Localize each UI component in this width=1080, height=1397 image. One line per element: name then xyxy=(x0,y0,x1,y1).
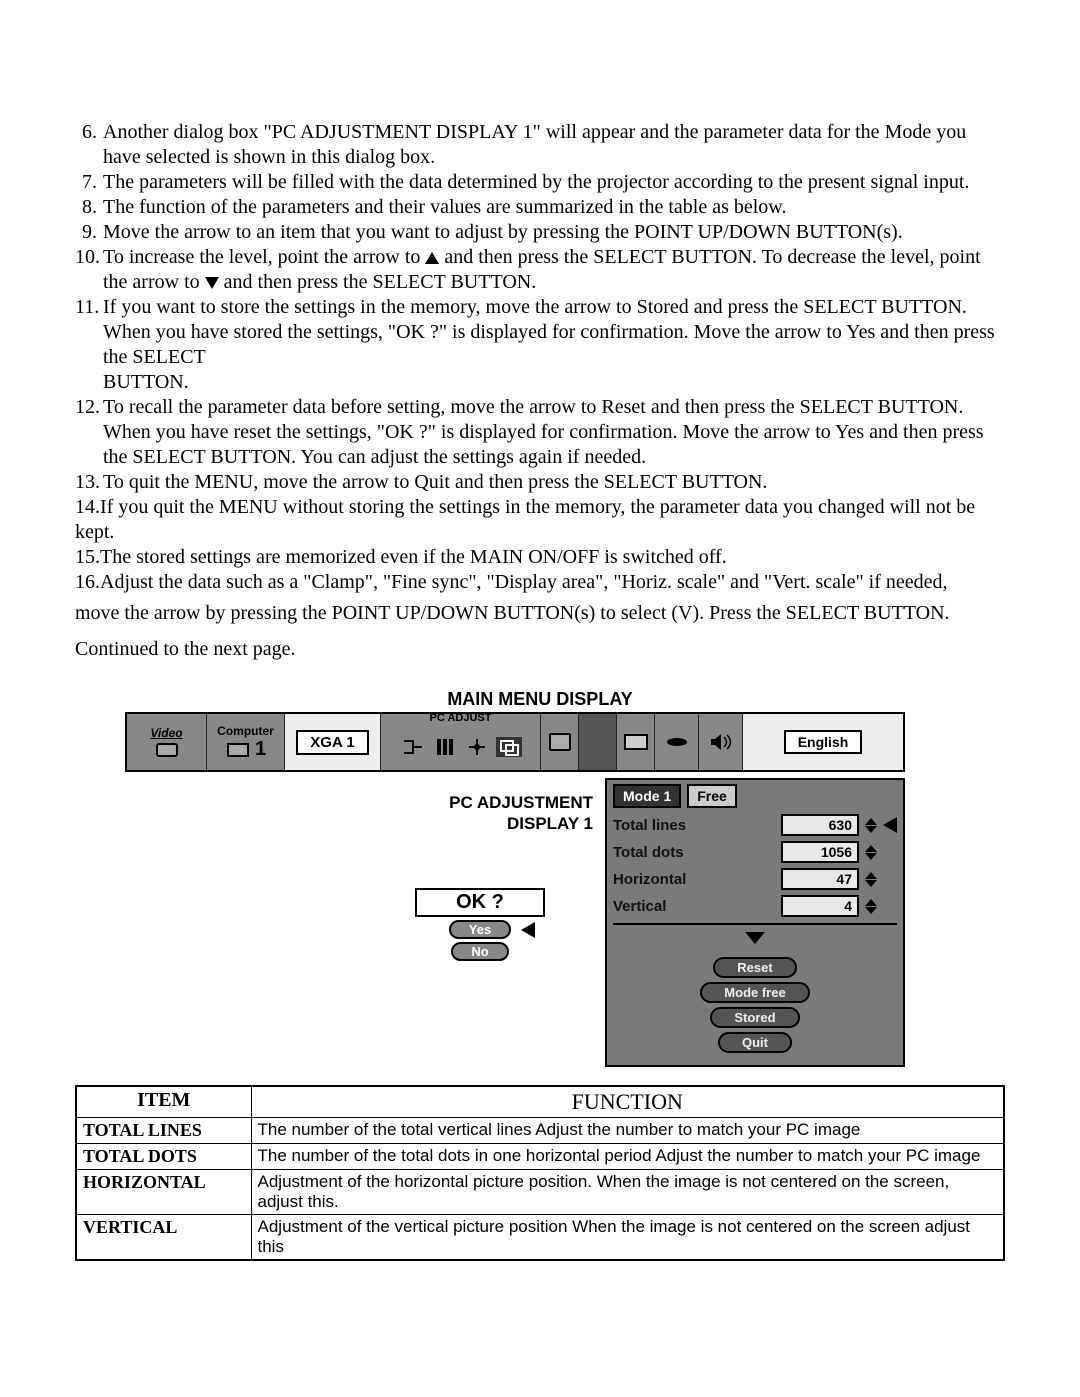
fn-item: TOTAL LINES xyxy=(76,1118,251,1144)
cursor-arrow-icon xyxy=(883,817,897,833)
instruction-row: 12.To recall the parameter data before s… xyxy=(75,395,1005,470)
ok-yes-button[interactable]: Yes xyxy=(449,920,511,939)
menu-caption: MAIN MENU DISPLAY xyxy=(75,689,1005,710)
instructions-list: 6.Another dialog box "PC ADJUSTMENT DISP… xyxy=(75,120,1005,626)
panel-reset-button[interactable]: Reset xyxy=(713,957,796,978)
instruction-row: 6.Another dialog box "PC ADJUSTMENT DISP… xyxy=(75,120,1005,170)
fn-row: VERTICALAdjustment of the vertical pictu… xyxy=(76,1215,1004,1261)
pcadjust-icon-1[interactable] xyxy=(400,737,426,757)
instruction-row: 14.If you quit the MENU without storing … xyxy=(75,495,1005,545)
menu-video[interactable]: Video xyxy=(127,714,207,770)
panel-param-row: Horizontal 47 xyxy=(613,868,897,890)
param-spinner[interactable] xyxy=(865,872,877,887)
fn-header-item: ITEM xyxy=(76,1086,251,1118)
pcadjust-icon-2[interactable] xyxy=(432,737,458,757)
pcadjust-icon-3[interactable] xyxy=(464,737,490,757)
fn-row: TOTAL DOTSThe number of the total dots i… xyxy=(76,1144,1004,1170)
menu-pcadjust-group: PC ADJUST xyxy=(381,714,541,770)
down-triangle-icon xyxy=(205,277,219,289)
video-icon xyxy=(154,740,180,760)
ok-confirm-dialog: OK ? Yes No xyxy=(415,888,545,964)
instruction-row: move the arrow by pressing the POINT UP/… xyxy=(75,601,1005,626)
panel-divider xyxy=(613,923,897,925)
panel-quit-button[interactable]: Quit xyxy=(718,1032,792,1053)
menu-blank-1 xyxy=(579,714,617,770)
up-triangle-icon xyxy=(425,252,439,264)
fn-row: HORIZONTALAdjustment of the horizontal p… xyxy=(76,1170,1004,1215)
fn-desc: The number of the total dots in one hori… xyxy=(251,1144,1004,1170)
panel-mode free-button[interactable]: Mode free xyxy=(700,982,809,1003)
continued-note: Continued to the next page. xyxy=(75,638,1005,661)
menu-screen2-icon[interactable] xyxy=(617,714,655,770)
fn-item: HORIZONTAL xyxy=(76,1170,251,1215)
param-value: 630 xyxy=(781,814,859,836)
panel-param-row: Vertical 4 xyxy=(613,895,897,917)
osd-mockup: Video Computer 1 XGA 1 PC ADJUST English xyxy=(125,712,905,1067)
param-spinner[interactable] xyxy=(865,818,877,833)
instruction-row: 11.If you want to store the settings in … xyxy=(75,295,1005,370)
menu-lamp-icon[interactable] xyxy=(655,714,699,770)
instruction-row: 13.To quit the MENU, move the arrow to Q… xyxy=(75,470,1005,495)
fn-row: TOTAL LINESThe number of the total verti… xyxy=(76,1118,1004,1144)
speaker-icon xyxy=(708,732,734,752)
param-value: 1056 xyxy=(781,841,859,863)
fn-item: TOTAL DOTS xyxy=(76,1144,251,1170)
panel-param-row: Total dots 1056 xyxy=(613,841,897,863)
function-table: ITEM FUNCTION TOTAL LINESThe number of t… xyxy=(75,1085,1005,1261)
panel-mode-tag: Mode 1 xyxy=(613,784,681,808)
param-value: 47 xyxy=(781,868,859,890)
param-label: Total lines xyxy=(613,817,775,834)
param-label: Horizontal xyxy=(613,871,775,888)
param-value: 4 xyxy=(781,895,859,917)
fn-item: VERTICAL xyxy=(76,1215,251,1261)
menu-mode-pill[interactable]: XGA 1 xyxy=(285,714,381,770)
panel-scroll-down-icon[interactable] xyxy=(613,931,897,949)
ok-title: OK ? xyxy=(415,888,545,917)
instruction-row: 7.The parameters will be filled with the… xyxy=(75,170,1005,195)
param-label: Total dots xyxy=(613,844,775,861)
pcadjust-panel: Mode 1 Free Total lines 630 Total dots 1056… xyxy=(605,778,905,1067)
fn-desc: The number of the total vertical lines A… xyxy=(251,1118,1004,1144)
ok-cursor-arrow-icon xyxy=(521,922,535,938)
menu-computer[interactable]: Computer 1 xyxy=(207,714,285,770)
instruction-row: BUTTON. xyxy=(75,370,1005,395)
pcadjust-icon-4[interactable] xyxy=(496,737,522,757)
instruction-row: 15.The stored settings are memorized eve… xyxy=(75,545,1005,570)
menu-bar: Video Computer 1 XGA 1 PC ADJUST English xyxy=(125,712,905,772)
ok-no-button[interactable]: No xyxy=(451,942,508,961)
menu-screen-icon[interactable] xyxy=(541,714,579,770)
instruction-row: 8.The function of the parameters and the… xyxy=(75,195,1005,220)
param-spinner[interactable] xyxy=(865,845,877,860)
param-spinner[interactable] xyxy=(865,899,877,914)
param-label: Vertical xyxy=(613,898,775,915)
panel-param-row: Total lines 630 xyxy=(613,814,897,836)
lamp-icon xyxy=(663,733,691,751)
instruction-row: 9.Move the arrow to an item that you wan… xyxy=(75,220,1005,245)
panel-stored-button[interactable]: Stored xyxy=(710,1007,799,1028)
fn-desc: Adjustment of the horizontal picture pos… xyxy=(251,1170,1004,1215)
fn-desc: Adjustment of the vertical picture posit… xyxy=(251,1215,1004,1261)
menu-sound-icon[interactable] xyxy=(699,714,743,770)
instruction-row: 10.To increase the level, point the arro… xyxy=(75,245,1005,295)
menu-language[interactable]: English xyxy=(743,714,903,770)
instruction-row: 16.Adjust the data such as a "Clamp", "F… xyxy=(75,570,1005,595)
panel-free-tag: Free xyxy=(687,784,737,808)
fn-header-func: FUNCTION xyxy=(251,1086,1004,1118)
computer-icon xyxy=(225,740,251,760)
